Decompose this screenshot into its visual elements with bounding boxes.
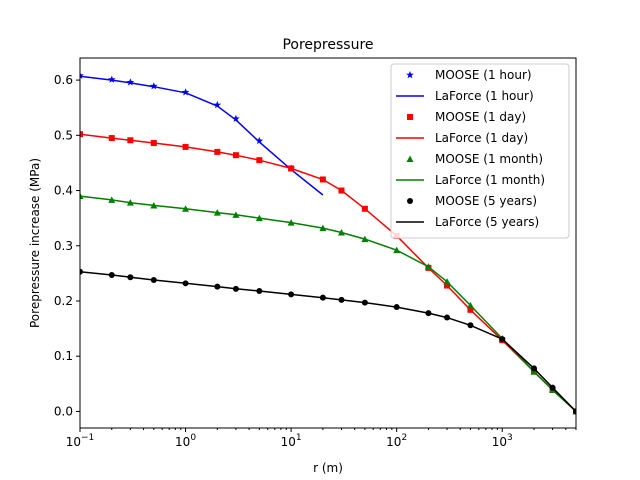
legend-label: MOOSE (1 day): [435, 110, 526, 124]
legend-box: [390, 63, 570, 239]
x-tick-exponent: 3: [507, 433, 513, 443]
legend-label: MOOSE (1 month): [435, 152, 543, 166]
x-tick-base: 10: [175, 435, 190, 449]
legend: MOOSE (1 hour) LaForce (1 hour) MOOSE (1 d…: [390, 63, 570, 239]
legend-label: LaForce (1 month): [435, 173, 545, 187]
x-tick-base: 10: [281, 435, 296, 449]
series-line: [80, 195, 576, 412]
y-tick-label: 0.2: [54, 294, 73, 308]
x-tick-label: 100: [175, 433, 196, 449]
y-tick-label: 0.4: [54, 184, 73, 198]
series-1: [80, 75, 324, 196]
plot-frame: [79, 57, 577, 429]
legend-swatch-marker: [407, 198, 413, 204]
y-tick-label: 0.0: [54, 404, 73, 418]
series-line: [80, 270, 576, 412]
x-tick-label: 10−1: [66, 433, 95, 449]
legend-swatch-marker: [406, 71, 414, 79]
x-tick-base: 10: [66, 435, 81, 449]
x-tick-exponent: 2: [401, 433, 407, 443]
y-tick-label: 0.3: [54, 239, 73, 253]
x-tick-base: 10: [492, 435, 507, 449]
data-point: [150, 82, 158, 90]
x-tick-label: 103: [492, 433, 513, 449]
x-axis: 10−1 100 101 102 103: [66, 428, 577, 449]
series-3: [80, 133, 576, 412]
data-point: [255, 136, 264, 145]
series-0: [80, 71, 295, 172]
x-tick-exponent: 1: [296, 433, 302, 443]
data-point: [232, 114, 240, 122]
data-point: [80, 71, 84, 79]
legend-swatch-marker: [406, 155, 414, 162]
series-5: [80, 195, 576, 412]
legend-label: LaForce (1 day): [435, 131, 528, 145]
x-tick-base: 10: [386, 435, 401, 449]
x-axis-title: r (m): [313, 461, 343, 475]
legend-swatch-marker: [407, 114, 413, 120]
x-tick-exponent: 0: [190, 433, 196, 443]
series-line: [80, 133, 576, 412]
chart-title: Porepressure: [282, 37, 373, 53]
legend-label: MOOSE (5 years): [435, 194, 537, 208]
series-line: [80, 75, 324, 196]
data-point: [126, 78, 135, 86]
y-tick-label: 0.1: [54, 349, 73, 363]
y-tick-label: 0.5: [54, 128, 73, 142]
x-tick-label: 102: [386, 433, 407, 449]
y-axis-title: Porepressure increase (MPa): [28, 158, 42, 328]
series-7: [80, 270, 576, 412]
data-point: [213, 100, 222, 109]
x-tick-exponent: −1: [81, 433, 94, 443]
legend-label: LaForce (1 hour): [435, 89, 534, 103]
data-point: [108, 75, 116, 83]
data-point: [181, 88, 190, 96]
legend-label: MOOSE (1 hour): [435, 68, 532, 82]
y-tick-label: 0.6: [54, 73, 73, 87]
legend-label: LaForce (5 years): [435, 215, 539, 229]
y-axis: 0.0 0.1 0.2 0.3 0.4 0.5 0.6: [54, 73, 80, 418]
x-tick-label: 101: [281, 433, 302, 449]
